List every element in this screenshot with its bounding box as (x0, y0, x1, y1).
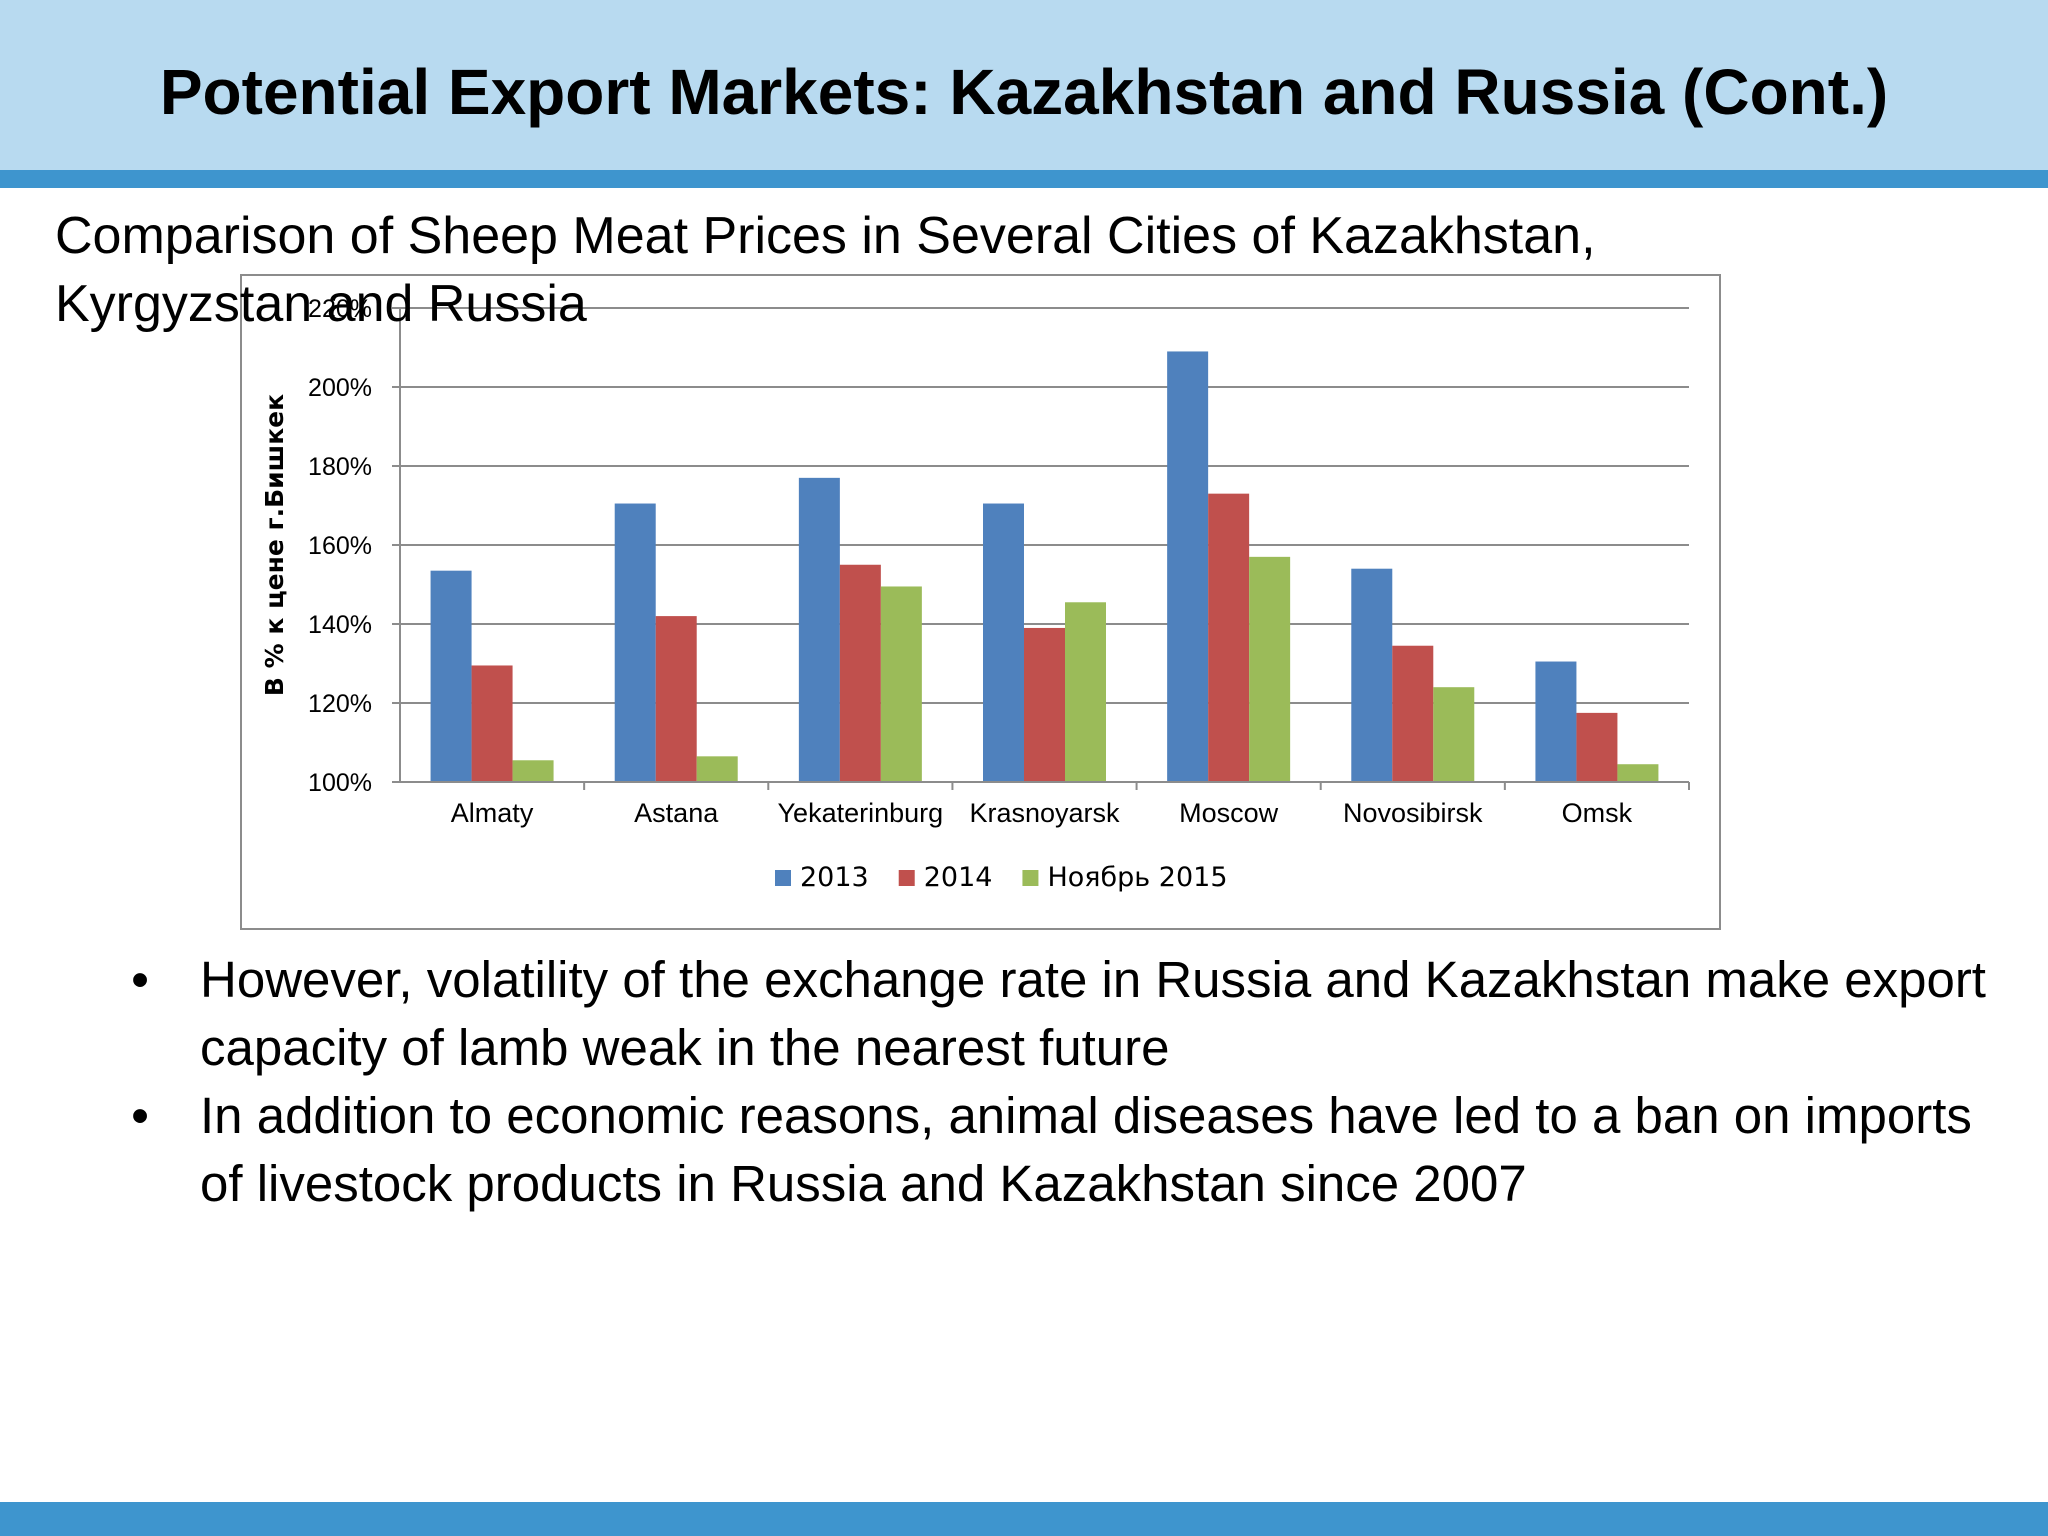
header-stripe (0, 170, 2048, 188)
legend-swatch (898, 870, 915, 886)
bar-ноябрь-2015-almaty (512, 760, 554, 782)
y-tick-label: 120% (308, 690, 372, 718)
y-tick-label: 100% (308, 769, 372, 797)
x-tick-label: Novosibirsk (1343, 798, 1483, 828)
bar-2013-astana (614, 503, 656, 782)
bar-2013-omsk (1535, 661, 1577, 782)
bar-ноябрь-2015-novosibirsk (1433, 687, 1475, 782)
header-band (0, 0, 2048, 170)
slide-title: Potential Export Markets: Kazakhstan and… (159, 56, 1889, 128)
bullet-text: In addition to economic reasons, animal … (200, 1087, 1972, 1212)
y-tick-label: 180% (308, 453, 372, 481)
bar-ноябрь-2015-omsk (1617, 764, 1659, 782)
bar-2014-krasnoyarsk (1024, 627, 1065, 782)
x-tick-label: Omsk (1562, 798, 1633, 828)
bar-2013-yekaterinburg (798, 477, 840, 782)
y-axis-label: В % к цене г.Бишкек (260, 394, 289, 696)
bar-2014-yekaterinburg (839, 564, 881, 782)
legend-label: 2014 (924, 862, 993, 893)
bar-ноябрь-2015-krasnoyarsk (1065, 602, 1106, 782)
bar-2014-almaty (471, 665, 513, 782)
bar-ноябрь-2015-moscow (1249, 556, 1291, 782)
legend-swatch (1022, 870, 1039, 886)
y-tick-label: 140% (308, 611, 372, 639)
x-tick-label: Astana (634, 798, 719, 828)
bar-2014-omsk (1576, 712, 1618, 782)
bullet-dot-icon: • (131, 1087, 149, 1144)
bullet-list: • However, volatility of the exchange rat… (120, 946, 2020, 1218)
footer-stripe (0, 1502, 2048, 1536)
bar-2014-astana (655, 616, 697, 782)
x-tick-label: Almaty (451, 798, 534, 828)
bar-2014-moscow (1208, 493, 1250, 782)
y-tick-label: 220% (308, 295, 372, 323)
bar-2014-novosibirsk (1392, 645, 1434, 782)
bar-2013-moscow (1167, 351, 1209, 782)
bar-2013-krasnoyarsk (983, 503, 1024, 782)
chart-frame (240, 274, 1721, 930)
bullet-item: • In addition to economic reasons, animal… (120, 1082, 2020, 1218)
x-tick-label: Yekaterinburg (778, 798, 944, 828)
bar-ноябрь-2015-astana (696, 756, 738, 782)
x-tick-label: Moscow (1179, 798, 1279, 828)
legend-label: 2013 (800, 862, 869, 893)
legend-swatch (775, 870, 791, 886)
bar-2013-novosibirsk (1351, 568, 1393, 782)
bar-ноябрь-2015-yekaterinburg (880, 586, 922, 782)
bar-2013-almaty (430, 570, 472, 782)
bullet-text: However, volatility of the exchange rate… (200, 951, 1986, 1076)
legend-label: Ноябрь 2015 (1047, 862, 1227, 893)
chart-subtitle: Comparison of Sheep Meat Prices in Sever… (55, 207, 1596, 333)
y-tick-label: 160% (308, 532, 372, 560)
bullet-item: • However, volatility of the exchange rat… (120, 946, 2020, 1082)
x-tick-label: Krasnoyarsk (969, 798, 1120, 828)
bullet-dot-icon: • (131, 951, 149, 1008)
y-tick-label: 200% (308, 374, 372, 402)
